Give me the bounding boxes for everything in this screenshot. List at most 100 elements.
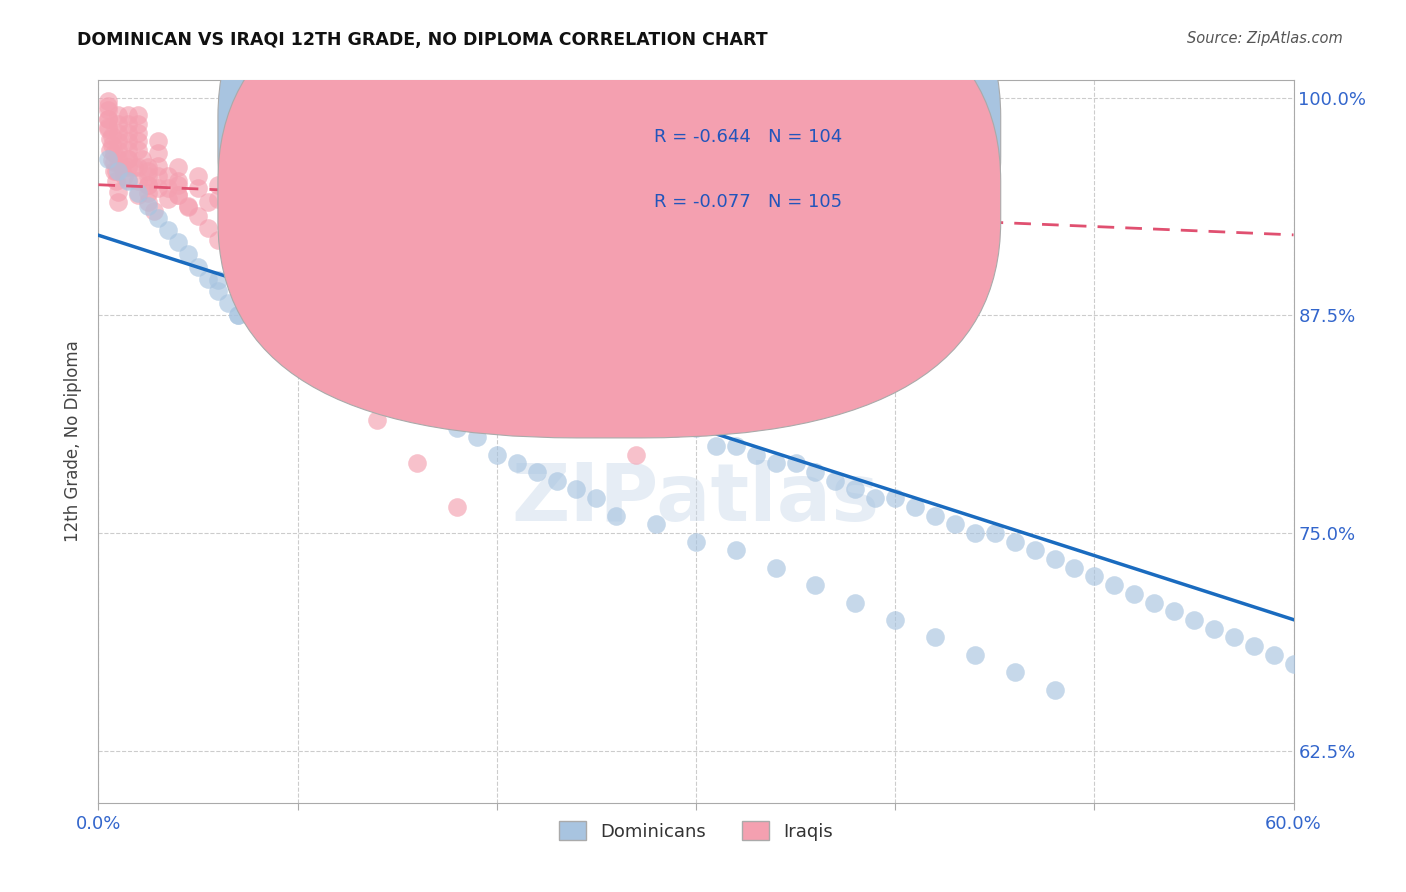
- Point: [924, 508, 946, 523]
- Point: [217, 296, 239, 310]
- Point: [426, 334, 449, 349]
- Point: [307, 317, 329, 331]
- Point: [485, 448, 508, 462]
- Point: [117, 152, 139, 166]
- Point: [117, 108, 139, 122]
- Point: [785, 456, 807, 470]
- Point: [124, 161, 146, 175]
- Point: [98, 143, 122, 157]
- Point: [804, 465, 827, 479]
- Point: [765, 561, 787, 575]
- Point: [148, 169, 170, 183]
- Point: [117, 172, 139, 186]
- Point: [446, 421, 468, 435]
- Point: [105, 163, 128, 178]
- Point: [865, 491, 887, 505]
- Point: [626, 448, 648, 462]
- Point: [287, 238, 309, 252]
- Point: [297, 308, 319, 322]
- Point: [107, 163, 129, 178]
- Point: [226, 186, 249, 201]
- Point: [1163, 604, 1185, 618]
- Point: [187, 181, 209, 195]
- Point: [287, 343, 309, 358]
- Point: [565, 386, 588, 401]
- Point: [724, 439, 747, 453]
- Point: [127, 134, 149, 148]
- Point: [1043, 552, 1066, 566]
- Point: [117, 161, 139, 175]
- Point: [246, 199, 269, 213]
- Point: [136, 178, 159, 192]
- Point: [366, 351, 388, 366]
- Point: [585, 421, 607, 435]
- Point: [117, 117, 139, 131]
- Point: [117, 126, 139, 140]
- Point: [765, 456, 787, 470]
- Point: [287, 320, 309, 334]
- Point: [605, 508, 627, 523]
- Point: [724, 543, 747, 558]
- Point: [943, 517, 966, 532]
- Point: [101, 128, 124, 143]
- Point: [136, 186, 159, 201]
- Point: [167, 235, 190, 250]
- Point: [177, 200, 200, 214]
- Point: [167, 188, 190, 202]
- Point: [107, 143, 129, 157]
- Point: [148, 181, 170, 195]
- Point: [107, 126, 129, 140]
- Point: [98, 132, 122, 146]
- Point: [1004, 534, 1026, 549]
- Point: [307, 251, 329, 265]
- Point: [605, 386, 627, 401]
- Point: [385, 305, 409, 319]
- Point: [287, 300, 309, 314]
- Point: [236, 212, 259, 227]
- Point: [1123, 587, 1146, 601]
- Point: [97, 152, 120, 166]
- Point: [226, 256, 249, 270]
- Point: [226, 200, 249, 214]
- Point: [246, 265, 269, 279]
- Point: [143, 203, 166, 218]
- Point: [111, 161, 134, 175]
- Point: [1104, 578, 1126, 592]
- Point: [485, 369, 508, 384]
- Point: [97, 120, 120, 135]
- Point: [177, 247, 200, 261]
- Point: [256, 273, 278, 287]
- Point: [585, 404, 607, 418]
- Point: [103, 163, 125, 178]
- Point: [136, 161, 159, 175]
- Point: [1083, 569, 1105, 583]
- Point: [157, 181, 180, 195]
- Text: DOMINICAN VS IRAQI 12TH GRADE, NO DIPLOMA CORRELATION CHART: DOMINICAN VS IRAQI 12TH GRADE, NO DIPLOM…: [77, 31, 768, 49]
- Point: [107, 117, 129, 131]
- Point: [127, 108, 149, 122]
- Point: [385, 343, 409, 358]
- Point: [446, 343, 468, 358]
- Point: [526, 395, 548, 409]
- Text: R = -0.077   N = 105: R = -0.077 N = 105: [654, 193, 842, 211]
- Point: [446, 351, 468, 366]
- Point: [167, 178, 190, 192]
- Point: [326, 351, 349, 366]
- Point: [117, 152, 139, 166]
- Point: [101, 153, 124, 168]
- Point: [226, 308, 249, 322]
- Point: [277, 230, 299, 244]
- Point: [246, 273, 269, 287]
- Point: [1202, 622, 1225, 636]
- Point: [1243, 639, 1265, 653]
- Point: [267, 296, 290, 310]
- Point: [645, 413, 668, 427]
- Point: [526, 465, 548, 479]
- Point: [136, 169, 159, 183]
- Point: [645, 517, 668, 532]
- Point: [485, 369, 508, 384]
- Point: [385, 378, 409, 392]
- Point: [1282, 657, 1305, 671]
- Point: [1143, 596, 1166, 610]
- Point: [267, 334, 290, 349]
